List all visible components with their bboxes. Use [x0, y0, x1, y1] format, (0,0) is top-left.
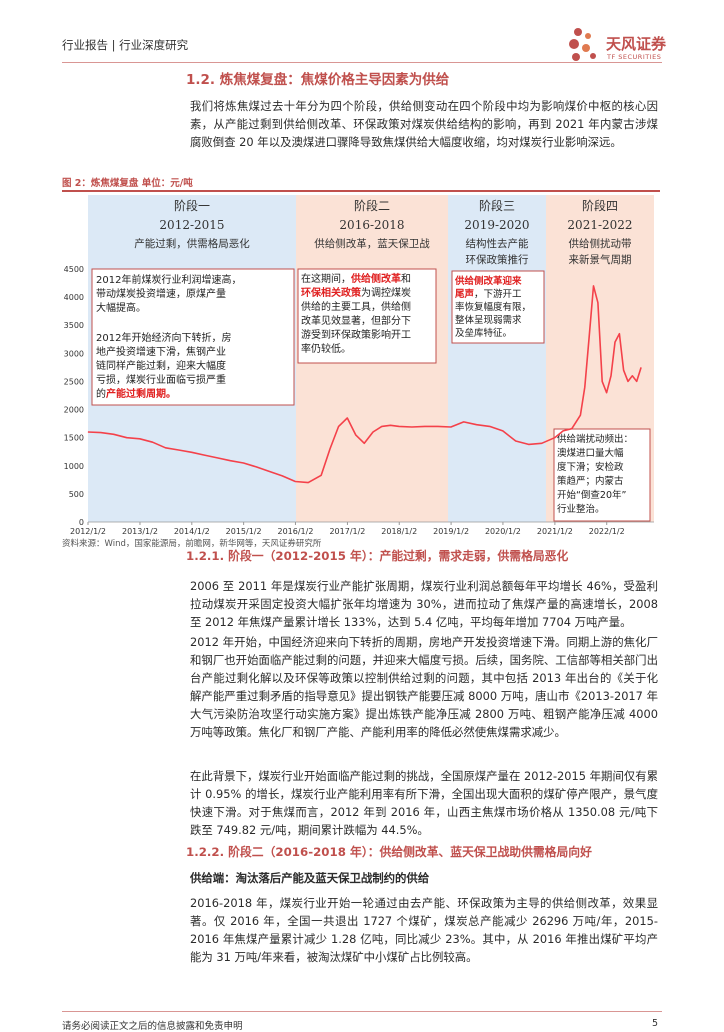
annotation-box-stage2: [297, 268, 437, 364]
logo-name-cn: 天风证券: [606, 35, 667, 53]
annotation-b-line1-post: 和: [401, 273, 411, 285]
company-logo: 天风证券 TF SECURITIES: [566, 26, 676, 66]
figure-source: 资料来源：Wind，国家能源局，前瞻网，新华网等，天风证券研究所: [62, 539, 322, 549]
x-tick-label: 2012/1/2: [70, 527, 106, 535]
annotation-a2-line: 链同样产能过剩，迎来大幅度: [96, 359, 226, 372]
annotation-b-line2-post: 为调控煤炭: [361, 286, 411, 299]
stage3-background: [448, 195, 546, 522]
report-header: 行业报告 | 行业深度研究: [62, 38, 189, 52]
x-tick-label: 2016/1/2: [277, 527, 313, 535]
stage1-years: 2012-2015: [159, 218, 224, 232]
paragraph-2006-2011: 2006 至 2011 年是煤炭行业产能扩张周期，煤炭行业利润总额每年平均增长 …: [190, 579, 658, 629]
y-tick-label: 2000: [64, 406, 84, 415]
supply-subheading: 供给端：淘汰落后产能及蓝天保卫战制约的供给: [190, 871, 430, 885]
annotation-c-line2-highlight: 尾声: [454, 288, 475, 300]
subsection-heading-122: 1.2.2. 阶段二（2016-2018 年）：供给侧改革、蓝天保卫战助供需格局…: [186, 845, 592, 859]
annotation-b-line1-pre: 在这期间，: [301, 272, 351, 285]
y-tick-label: 3500: [64, 321, 84, 330]
x-tick-label: 2015/1/2: [226, 527, 262, 535]
annotation-a1-line: 2012年前煤炭行业利润增速高，: [96, 273, 241, 286]
y-tick-label: 1500: [64, 434, 84, 443]
annotation-c-line1: 供给侧改革迎来: [454, 275, 522, 287]
y-tick-label: 4500: [64, 265, 84, 274]
annotation-b-line1: 在这期间，供给侧改革和: [301, 272, 411, 285]
annotation-a2-last-line: 的产能过剩周期。: [96, 387, 176, 400]
annotation-d-line: 行业整治。: [557, 503, 605, 515]
y-tick-label: 4000: [64, 293, 84, 302]
stage3-desc-line2: 环保政策推行: [466, 253, 529, 266]
stage4-name: 阶段四: [582, 198, 618, 213]
annotation-c-line2-post: ，下游开工: [474, 288, 522, 300]
annotation-a2-line: 2012年开始经济向下转折，房: [96, 331, 231, 344]
intro-paragraph: 我们将炼焦煤过去十年分为四个阶段，供给侧变动在四个阶段中均为影响煤价中枢的核心因…: [190, 99, 658, 149]
y-tick-label: 500: [69, 490, 84, 499]
stage2-desc: 供给侧改革，蓝天保卫战: [314, 237, 430, 250]
annotation-d-line: 开始“倒查20年”: [557, 489, 627, 501]
annotation-a2-line: 亏损，煤炭行业面临亏损严重: [96, 373, 226, 386]
annotation-b-line: 供给的主要工具，供给侧: [301, 300, 411, 313]
annotation-a1-line: 带动煤炭投资增速，原煤产量: [96, 287, 226, 300]
stage3-years: 2019-2020: [464, 218, 529, 232]
stage2-name: 阶段二: [354, 198, 390, 213]
y-tick-label: 0: [79, 518, 84, 527]
x-tick-label: 2021/1/2: [537, 527, 573, 535]
x-tick-label: 2019/1/2: [433, 527, 469, 535]
annotation-c-line: 整体呈现弱需求: [455, 314, 522, 326]
annotation-c-line: 率恢复幅度有限，: [455, 301, 531, 313]
coking-coal-price-chart: 阶段一 2012-2015 产能过剩，供需格局恶化 阶段二 2016-2018 …: [64, 195, 654, 535]
stage3-desc-line1: 结构性去产能: [466, 237, 529, 250]
annotation-b-line1-highlight: 供给侧改革: [350, 272, 401, 285]
paragraph-2012-turn: 2012 年开始，中国经济迎来向下转折的周期，房地产开发投资增速下滑。同期上游的…: [190, 635, 658, 739]
annotation-a2-line: 地产投资增速下滑，焦钢产业: [96, 345, 226, 358]
stage4-years: 2021-2022: [567, 218, 632, 232]
paragraph-supply-reform: 2016-2018 年，煤炭行业开始一轮通过由去产能、环保政策为主导的供给侧改革…: [190, 896, 658, 964]
figure-title: 图 2：炼焦煤复盘 单位：元/吨: [62, 178, 193, 189]
stage2-years: 2016-2018: [339, 218, 404, 232]
logo-mark-icon: [569, 28, 596, 61]
x-tick-label: 2020/1/2: [485, 527, 521, 535]
annotation-d-line: 策趋严；内蒙古: [557, 475, 624, 487]
logo-name-en: TF SECURITIES: [607, 53, 662, 61]
annotation-a2-last-highlight: 产能过剩周期。: [106, 387, 176, 400]
price-series-line: [87, 285, 642, 484]
annotation-d-line: 澳煤进口量大幅: [557, 447, 624, 459]
annotation-b-line2: 环保相关政策为调控煤炭: [301, 286, 411, 299]
subsection-heading-121: 1.2.1. 阶段一（2012-2015 年）：产能过剩，需求走弱，供需格局恶化: [186, 549, 569, 563]
annotation-b-line: 率仍较低。: [301, 342, 351, 355]
annotation-b-line: 改革见效显著，但部分下: [301, 314, 411, 327]
annotation-c-line: 及垒库特征。: [455, 327, 512, 339]
x-tick-label: 2013/1/2: [122, 527, 158, 535]
annotation-d-line: 供给端扰动频出：: [557, 433, 633, 445]
annotation-b-line: 游受到环保政策影响开工: [301, 328, 411, 341]
paragraph-overcapacity: 在此背景下，煤炭行业开始面临产能过剩的挑战，全国原煤产量在 2012-2015 …: [190, 769, 659, 837]
header-divider: [62, 62, 662, 63]
annotation-c-line2: 尾声，下游开工: [454, 288, 522, 300]
y-tick-label: 1000: [64, 462, 84, 471]
x-tick-label: 2017/1/2: [329, 527, 365, 535]
x-tick-label: 2022/1/2: [589, 527, 625, 535]
figure-rule: [62, 190, 660, 192]
y-tick-label: 3000: [64, 349, 84, 358]
annotation-a2-last-pre: 的: [96, 387, 106, 400]
stage4-desc-line1: 供给侧扰动带: [569, 237, 632, 250]
annotation-d-line: 度下滑；安检政: [557, 461, 624, 473]
footer-divider: [62, 1011, 662, 1012]
annotation-box-stage3: [451, 270, 545, 344]
stage4-desc-line2: 来新景气周期: [569, 253, 632, 266]
stage3-name: 阶段三: [479, 198, 515, 213]
stage1-desc: 产能过剩，供需格局恶化: [134, 237, 250, 250]
annotation-b-line2-highlight: 环保相关政策: [301, 286, 362, 299]
x-tick-label: 2014/1/2: [174, 527, 210, 535]
footer-disclaimer: 请务必阅读正文之后的信息披露和免责申明: [62, 1021, 243, 1032]
annotation-box-stage1: [91, 268, 295, 406]
annotation-box-stage4: [553, 428, 651, 522]
section-heading: 1.2. 炼焦煤复盘：焦煤价格主导因素为供给: [186, 72, 450, 88]
annotation-a1-line: 大幅提高。: [96, 301, 146, 314]
x-tick-label: 2018/1/2: [381, 527, 417, 535]
stage1-name: 阶段一: [174, 198, 210, 213]
y-tick-label: 2500: [64, 377, 84, 386]
